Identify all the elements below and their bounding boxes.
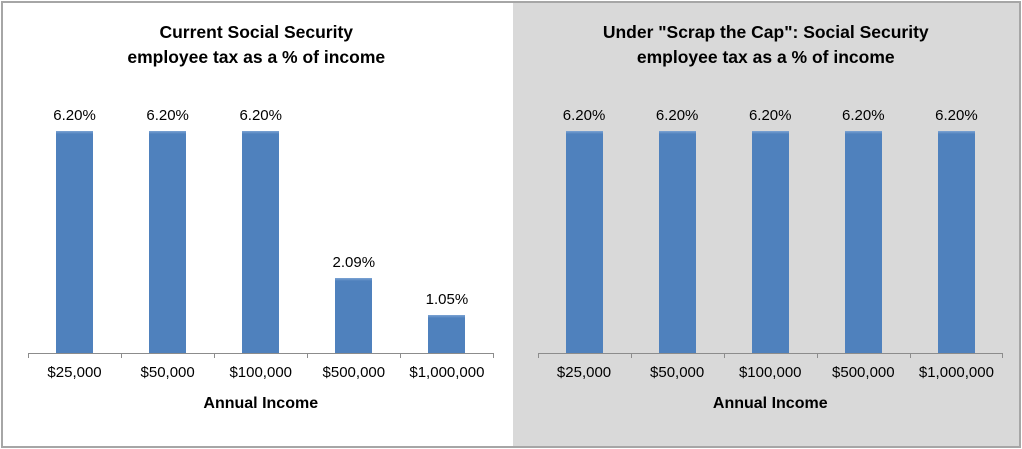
x-axis-tick-mark (214, 353, 216, 358)
x-axis-tick-mark (121, 353, 123, 358)
x-axis-tick-mark (400, 353, 402, 358)
bar (565, 131, 603, 353)
x-tick-label: $100,000 (738, 364, 802, 381)
x-axis-line (537, 353, 1003, 358)
x-tick-label: $100,000 (229, 364, 293, 381)
bar-value-label: 6.20% (146, 107, 189, 124)
chart-panel-scrap-the-cap: Under "Scrap the Cap": Social Security e… (512, 3, 1020, 446)
x-tick-label: $1,000,000 (409, 364, 485, 381)
x-axis-line (28, 353, 494, 358)
bar-column: 6.20% (538, 107, 631, 353)
x-axis-tick-mark (630, 353, 632, 358)
x-tick-labels: $25,000 $50,000 $100,000 $500,000 $1,000,000 (28, 364, 494, 381)
bar-column: 6.20% (121, 107, 214, 353)
x-axis-tick-mark (723, 353, 725, 358)
bar (56, 131, 94, 353)
bar-value-label: 6.20% (748, 107, 792, 124)
bar (937, 131, 975, 353)
bar-column: 6.20% (910, 107, 1003, 353)
plot-area: 6.20% 6.20% 6.20% 2.09% 1.05% (28, 107, 494, 358)
bar-column: 6.20% (28, 107, 121, 353)
bar-column: 2.09% (307, 131, 400, 353)
bar-value-label: 6.20% (655, 107, 699, 124)
x-tick-labels: $25,000 $50,000 $100,000 $500,000 $1,000,000 (538, 364, 1004, 381)
bar-value-label: 6.20% (562, 107, 606, 124)
bar-columns: 6.20% 6.20% 6.20% 6.20% 6.20% (538, 107, 1004, 353)
bar-column: 1.05% (400, 131, 493, 353)
plot-area: 6.20% 6.20% 6.20% 6.20% 6.20% (537, 107, 1004, 358)
x-tick-label: $500,000 (832, 364, 895, 381)
x-axis-tick-mark (1002, 353, 1003, 358)
x-tick-label: $1,000,000 (918, 364, 994, 381)
bar-value-label: 6.20% (935, 107, 978, 124)
x-tick-label: $25,000 (556, 364, 612, 381)
x-axis-title: Annual Income (712, 395, 828, 412)
chart-panel-current-law: Current Social Security employee tax as … (3, 3, 510, 446)
bar (428, 315, 466, 353)
chart-title-line-2: employee tax as a % of income (127, 47, 386, 67)
chart-title-line-1: Current Social Security (159, 22, 354, 42)
bar (658, 131, 696, 353)
bar-value-label: 6.20% (842, 107, 885, 124)
bar-column: 6.20% (724, 107, 817, 353)
x-tick-label: $25,000 (47, 364, 102, 381)
bar (844, 131, 882, 353)
bar (751, 131, 789, 353)
bar-column: 6.20% (817, 107, 910, 353)
chart-title-line-2: employee tax as a % of income (636, 47, 895, 67)
bar-column: 6.20% (214, 107, 307, 353)
bar-columns: 6.20% 6.20% 6.20% 2.09% 1.05% (28, 107, 494, 353)
x-axis-tick-mark (909, 353, 911, 358)
x-axis-tick-mark (537, 353, 539, 358)
bar-column: 6.20% (631, 107, 724, 353)
x-tick-label: $500,000 (322, 364, 386, 381)
chart-title: Current Social Security employee tax as … (3, 20, 510, 70)
bar-value-label: 2.09% (332, 254, 376, 271)
bar (242, 131, 280, 353)
bar-value-label: 1.05% (425, 291, 469, 308)
bar-value-label: 6.20% (53, 107, 96, 124)
bar-value-label: 6.20% (239, 107, 282, 124)
bar (149, 131, 187, 353)
bar (335, 278, 373, 353)
x-axis-title: Annual Income (203, 395, 319, 412)
x-axis-tick-mark (816, 353, 818, 358)
x-tick-label: $50,000 (650, 364, 705, 381)
x-tick-label: $50,000 (140, 364, 195, 381)
x-axis-tick-mark (492, 353, 494, 358)
chart-title-line-1: Under "Scrap the Cap": Social Security (602, 22, 929, 42)
x-axis-tick-mark (307, 353, 309, 358)
x-axis-tick-mark (28, 353, 29, 358)
chart-title: Under "Scrap the Cap": Social Security e… (513, 20, 1020, 70)
